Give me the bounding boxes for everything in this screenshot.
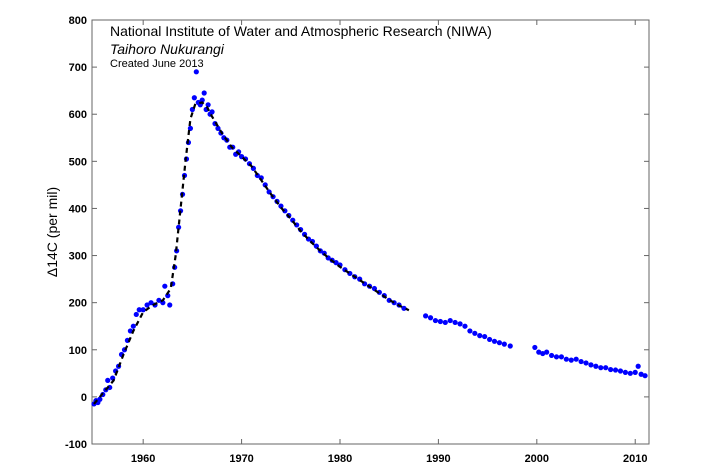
y-tick-label: 300 <box>69 251 87 263</box>
data-point <box>193 69 199 75</box>
data-point <box>540 350 546 357</box>
data-point <box>573 356 579 362</box>
x-tick-label: 1970 <box>229 453 253 465</box>
data-point <box>532 344 538 351</box>
data-point <box>133 311 139 318</box>
y-tick-label: 600 <box>69 109 87 121</box>
data-point <box>462 323 468 329</box>
x-tick-label: 2010 <box>623 453 647 465</box>
data-point <box>507 343 513 349</box>
data-point <box>472 330 478 336</box>
y-tick-label: 100 <box>69 345 87 357</box>
data-point <box>215 125 221 131</box>
data-point <box>452 319 458 326</box>
y-axis-label: Δ14C (per mil) <box>44 187 60 277</box>
data-point <box>558 354 565 360</box>
data-point <box>563 356 569 362</box>
institute-annotation: National Institute of Water and Atmosphe… <box>110 23 492 39</box>
data-point <box>140 307 146 313</box>
data-point <box>201 90 207 96</box>
data-point <box>642 373 648 379</box>
data-point <box>496 340 503 346</box>
data-point <box>199 97 205 103</box>
axes-frame <box>91 19 650 445</box>
data-point <box>482 333 488 340</box>
data-point <box>603 365 609 371</box>
data-point <box>501 341 507 347</box>
data-point <box>553 354 560 360</box>
data-point <box>167 302 173 308</box>
created-date-annotation: Created June 2013 <box>110 58 204 70</box>
data-point <box>176 224 182 230</box>
data-point <box>544 349 550 355</box>
x-tick-label: 1980 <box>328 453 352 465</box>
data-point <box>457 321 463 327</box>
data-point <box>548 352 555 359</box>
data-point <box>130 323 136 329</box>
data-point <box>638 371 644 377</box>
y-tick-label: 800 <box>69 15 87 27</box>
data-point <box>627 370 633 376</box>
data-point <box>187 125 194 131</box>
data-point <box>608 366 614 373</box>
y-tick-label: 700 <box>69 62 87 74</box>
data-point <box>423 313 429 319</box>
data-point <box>583 360 589 366</box>
data-point <box>191 95 197 101</box>
data-point <box>593 363 599 369</box>
data-point <box>333 260 339 266</box>
x-tick-label: 2000 <box>525 453 549 465</box>
data-point <box>491 338 498 344</box>
data-point <box>156 297 162 303</box>
data-point <box>598 365 604 371</box>
data-point <box>205 102 211 108</box>
data-point <box>578 358 584 365</box>
maori-name-annotation: Taihoro Nukurangi <box>110 41 224 57</box>
data-point <box>427 315 434 321</box>
data-point <box>442 319 448 326</box>
data-point <box>588 362 594 368</box>
plot-area: -100 0 100 200 300 400 500 600 700 800 1960 1970 198… <box>44 15 650 465</box>
data-point <box>437 318 443 325</box>
data-point <box>617 368 624 374</box>
data-point <box>568 357 574 363</box>
data-point <box>612 367 619 373</box>
data-point <box>105 377 111 383</box>
x-tick-label: 1990 <box>426 453 450 465</box>
y-tick-label: -100 <box>65 439 87 451</box>
fit-curve <box>93 101 410 405</box>
data-point <box>209 109 215 115</box>
data-point <box>148 300 154 306</box>
x-tick-label: 1960 <box>131 453 155 465</box>
y-tick-label: 400 <box>69 203 87 215</box>
data-point <box>536 349 542 355</box>
data-point <box>635 363 641 369</box>
data-point <box>632 369 638 375</box>
data-point <box>486 336 493 343</box>
y-tick-label: 500 <box>69 156 87 168</box>
data-point <box>447 317 453 324</box>
data-point <box>622 369 628 375</box>
data-point <box>144 302 150 308</box>
data-point <box>162 283 168 289</box>
data-point <box>136 307 142 313</box>
data-point <box>97 396 103 402</box>
data-point <box>477 333 483 339</box>
y-tick-label: 0 <box>81 392 87 404</box>
y-tick-label: 200 <box>69 298 87 310</box>
data-point <box>467 328 473 334</box>
data-point <box>432 317 439 324</box>
